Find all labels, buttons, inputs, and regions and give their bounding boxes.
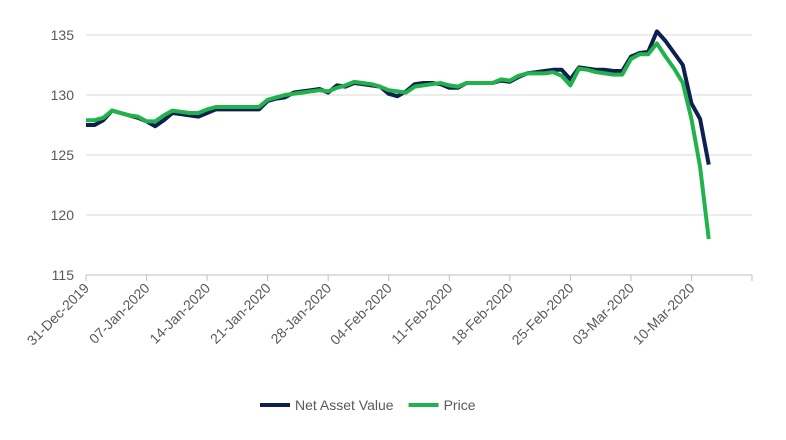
y-tick-label: 125 [51,147,75,163]
legend: Net Asset Value Price [260,397,476,413]
x-tick-label: 21-Jan-2020 [207,280,274,347]
series-line [86,29,711,165]
x-tick-label: 14-Jan-2020 [146,280,213,347]
x-tick-label: 10-Mar-2020 [630,280,698,348]
x-tick-label: 07-Jan-2020 [86,280,153,347]
x-tick-label: 25-Feb-2020 [508,280,576,348]
x-tick-label: 04-Feb-2020 [327,280,395,348]
y-tick-label: 135 [51,27,75,43]
y-tick-label: 120 [51,207,75,223]
y-tick-label: 130 [51,87,75,103]
x-tick-label: 28-Jan-2020 [267,280,334,347]
legend-label: Net Asset Value [295,397,394,413]
x-tick-label: 11-Feb-2020 [388,280,455,347]
x-tick-label: 03-Mar-2020 [569,280,637,348]
legend-label: Price [444,397,476,413]
series-line [86,41,711,240]
y-tick-label: 115 [52,267,75,283]
x-tick-label: 18-Feb-2020 [448,280,516,348]
x-tick-label: 31-Dec-2019 [24,280,93,349]
